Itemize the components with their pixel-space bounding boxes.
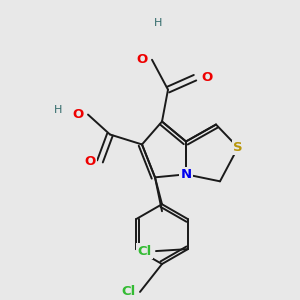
Text: S: S xyxy=(233,141,243,154)
Text: O: O xyxy=(137,53,148,66)
Text: N: N xyxy=(180,168,192,181)
Text: O: O xyxy=(73,108,84,121)
Text: O: O xyxy=(85,155,96,168)
Text: Cl: Cl xyxy=(122,285,136,298)
Text: O: O xyxy=(201,71,212,84)
Text: H: H xyxy=(154,18,162,28)
Text: H: H xyxy=(54,105,62,115)
Text: Cl: Cl xyxy=(138,244,152,258)
